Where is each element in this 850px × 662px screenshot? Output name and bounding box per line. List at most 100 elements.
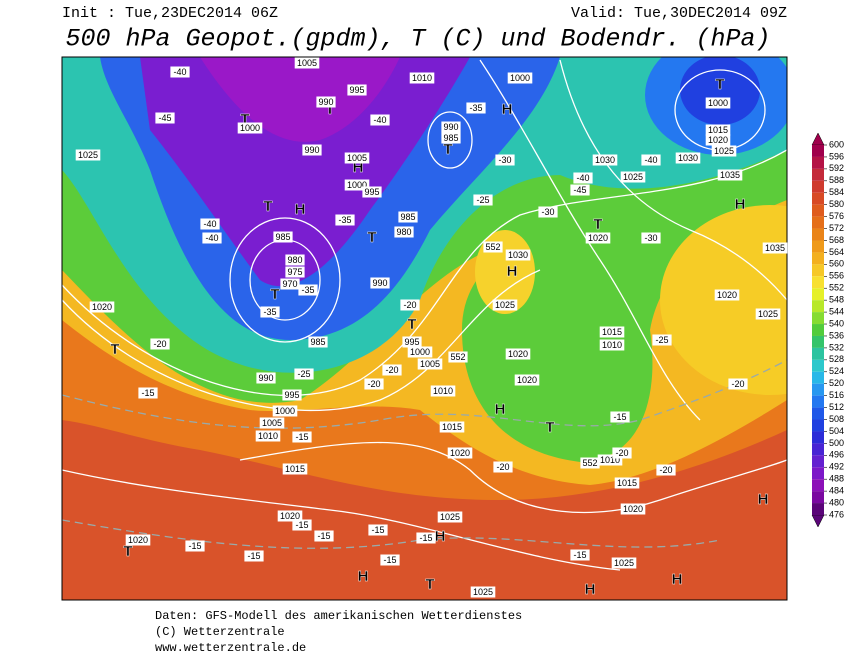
colorbar-label: 520 — [829, 378, 844, 388]
contour-label: 970 — [282, 279, 297, 289]
contour-label: 1020 — [708, 135, 728, 145]
colorbar-segment — [812, 383, 824, 396]
label-box — [75, 149, 101, 161]
contour-label: 1010 — [600, 455, 620, 465]
colorbar-segment — [812, 359, 824, 372]
contour-label: -15 — [573, 550, 586, 560]
label-box — [382, 364, 402, 376]
colorbar-segment — [812, 324, 824, 336]
contour-label: 980 — [396, 227, 411, 237]
colorbar-segment — [812, 145, 824, 157]
contour-label: 1010 — [412, 73, 432, 83]
label-box — [705, 97, 731, 109]
footer-copyright: (C) Wetterzentrale — [155, 625, 285, 639]
contour-label: -15 — [419, 533, 432, 543]
colorbar-segment — [812, 204, 824, 217]
contour-label: 990 — [258, 373, 273, 383]
colorbar-segment — [812, 312, 824, 325]
label-box — [711, 145, 737, 157]
label-box — [416, 532, 436, 544]
colorbar-segment — [812, 300, 824, 313]
contour-label: -40 — [373, 115, 386, 125]
pressure-center: H — [507, 263, 518, 280]
colorbar-segment — [812, 395, 824, 408]
label-box — [170, 66, 190, 78]
pressure-center: T — [425, 576, 434, 593]
contour-label: -45 — [158, 113, 171, 123]
label-box — [407, 346, 433, 358]
contour-label: 985 — [443, 133, 458, 143]
contour-label: 1010 — [433, 386, 453, 396]
contour-label: -40 — [644, 155, 657, 165]
colorbar-label: 568 — [829, 235, 844, 245]
colorbar-label: 580 — [829, 199, 844, 209]
contour-label: 975 — [287, 267, 302, 277]
colorbar-label: 600 — [829, 139, 844, 149]
label-box — [612, 447, 632, 459]
contour-label: -20 — [153, 339, 166, 349]
contour-label: -35 — [263, 307, 276, 317]
label-box — [652, 334, 672, 346]
colorbar-segment — [812, 228, 824, 241]
label-box — [244, 550, 264, 562]
contour-label: -25 — [655, 335, 668, 345]
colorbar-label: 488 — [829, 474, 844, 484]
contour-label: 1015 — [285, 464, 305, 474]
contour-label: 1020 — [128, 535, 148, 545]
colorbar-segment — [812, 192, 824, 205]
label-box — [344, 179, 370, 191]
colorbar-segment — [812, 288, 824, 301]
contour-label: 1020 — [92, 302, 112, 312]
pressure-center: T — [407, 316, 416, 333]
footer-source: Daten: GFS-Modell des amerikanischen Wet… — [155, 609, 522, 623]
colorbar-label: 512 — [829, 402, 844, 412]
contour-label: -15 — [141, 388, 154, 398]
label-box — [580, 457, 600, 469]
contour-label: -20 — [367, 379, 380, 389]
label-box — [335, 214, 355, 226]
contour-label: -15 — [188, 541, 201, 551]
label-box — [755, 308, 781, 320]
contour-label: 1015 — [708, 125, 728, 135]
label-box — [273, 231, 293, 243]
label-box — [347, 84, 367, 96]
pressure-center: H — [758, 491, 769, 508]
contour-label: 985 — [310, 337, 325, 347]
colorbar-label: 552 — [829, 283, 844, 293]
colorbar-label: 564 — [829, 247, 844, 257]
label-box — [592, 154, 618, 166]
contour-label: -15 — [613, 412, 626, 422]
colorbar-label: 524 — [829, 366, 844, 376]
contour-label: 990 — [304, 145, 319, 155]
contour-label: -20 — [615, 448, 628, 458]
contour-label: -35 — [338, 215, 351, 225]
colorbar-label: 560 — [829, 259, 844, 269]
contour-label: 1035 — [765, 243, 785, 253]
contour-label: 1020 — [508, 349, 528, 359]
contour-label: -35 — [469, 103, 482, 113]
colorbar-segment — [812, 503, 824, 515]
pressure-center: T — [545, 419, 554, 436]
colorbar-label: 480 — [829, 497, 844, 507]
label-box — [294, 368, 314, 380]
contour-label: 995 — [284, 390, 299, 400]
contour-label: 1030 — [508, 250, 528, 260]
label-box — [398, 211, 418, 223]
pressure-center: T — [325, 101, 334, 118]
label-box — [448, 351, 468, 363]
label-box — [255, 430, 281, 442]
label-box — [277, 510, 303, 522]
label-box — [400, 299, 420, 311]
contour-label: 1005 — [347, 153, 367, 163]
contour-label: 985 — [400, 212, 415, 222]
pressure-center: H — [435, 528, 446, 545]
colorbar-segment — [812, 264, 824, 277]
label-box — [599, 326, 625, 338]
footer-url: www.wetterzentrale.de — [155, 641, 306, 655]
label-box — [368, 524, 388, 536]
label-box — [298, 284, 318, 296]
label-box — [402, 336, 422, 348]
colorbar-segment — [812, 419, 824, 432]
colorbar-label: 496 — [829, 450, 844, 460]
label-box — [641, 154, 661, 166]
